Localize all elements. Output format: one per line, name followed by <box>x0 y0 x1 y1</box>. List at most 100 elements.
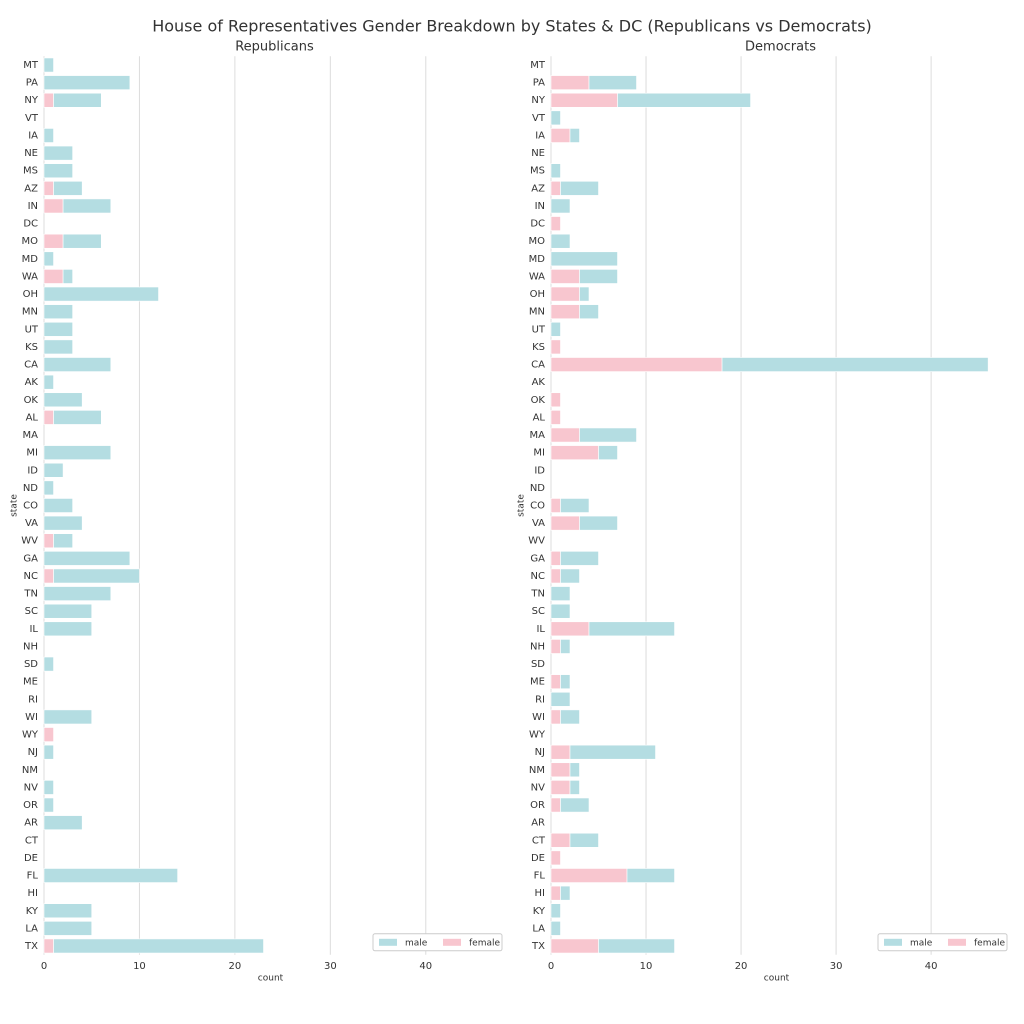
y-tick-label: WI <box>532 712 545 723</box>
x-tick-label: 40 <box>419 961 432 972</box>
bar <box>550 286 580 302</box>
bar <box>550 321 561 337</box>
y-tick-label: CO <box>530 501 545 512</box>
bar <box>569 128 580 143</box>
bar <box>43 921 93 936</box>
bar <box>550 762 571 778</box>
bar <box>43 75 131 90</box>
legend-box <box>877 933 1008 952</box>
bar <box>626 868 675 883</box>
y-tick-label: WY <box>22 730 39 741</box>
legend-swatch <box>948 938 966 946</box>
y-tick-label: HI <box>535 888 545 899</box>
bar <box>43 551 131 566</box>
y-tick-label: NH <box>530 641 545 652</box>
bar <box>43 269 64 284</box>
y-tick-label: DC <box>23 219 38 230</box>
bar <box>560 180 599 196</box>
bar <box>550 744 571 760</box>
y-tick-label: ID <box>27 465 38 476</box>
bar <box>43 533 54 549</box>
y-tick-label: WV <box>21 536 38 547</box>
bar <box>550 92 618 108</box>
y-tick-label: MT <box>23 60 39 71</box>
y-tick-label: MD <box>22 254 39 265</box>
y-tick-label: OK <box>24 395 39 406</box>
y-tick-label: OH <box>23 289 38 300</box>
y-tick-label: NV <box>531 782 545 793</box>
y-tick-label: NC <box>531 571 545 582</box>
bar <box>550 445 599 460</box>
bar <box>569 762 580 778</box>
bar <box>43 198 64 214</box>
y-tick-label: AL <box>26 412 39 423</box>
bar <box>560 885 571 901</box>
y-tick-label: FL <box>534 871 546 882</box>
y-tick-label: NH <box>23 641 38 652</box>
bar <box>43 180 54 196</box>
y-tick-label: IL <box>29 624 38 635</box>
bar <box>43 321 73 337</box>
panel-title: Democrats <box>745 40 816 55</box>
y-tick-label: IA <box>535 130 545 141</box>
y-tick-label: OK <box>531 395 546 406</box>
y-tick-label: OR <box>23 800 38 811</box>
figure-title: House of Representatives Gender Breakdow… <box>152 17 872 36</box>
bar <box>560 568 580 584</box>
bar <box>579 515 618 531</box>
x-tick-label: 20 <box>229 961 242 972</box>
y-tick-label: NY <box>24 95 38 106</box>
bar <box>598 938 675 954</box>
y-tick-label: WY <box>529 730 546 741</box>
y-tick-label: CO <box>23 501 38 512</box>
bar <box>550 709 561 725</box>
y-tick-label: HI <box>28 888 38 899</box>
y-tick-label: RI <box>28 694 38 705</box>
bar <box>43 410 54 425</box>
bar <box>53 410 102 425</box>
bar <box>53 568 140 584</box>
bar <box>550 427 580 443</box>
bar <box>550 832 571 848</box>
y-tick-label: NE <box>24 148 38 159</box>
y-tick-label: GA <box>23 553 38 564</box>
legend-box <box>372 933 503 952</box>
bar <box>550 780 571 795</box>
bar <box>43 709 93 725</box>
x-tick-label: 0 <box>548 961 554 972</box>
y-tick-label: MT <box>530 60 546 71</box>
bar <box>617 92 751 108</box>
y-tick-label: OR <box>530 800 545 811</box>
y-tick-label: SC <box>532 606 545 617</box>
y-tick-label: FL <box>27 871 39 882</box>
y-tick-label: ME <box>23 677 38 688</box>
y-tick-label: RI <box>535 694 545 705</box>
bar <box>550 797 561 813</box>
bar <box>43 903 93 919</box>
bar <box>43 145 73 161</box>
y-tick-label: MD <box>529 254 546 265</box>
bar <box>62 233 102 249</box>
y-tick-label: AK <box>532 377 546 388</box>
bar <box>550 621 590 637</box>
y-tick-label: TN <box>23 589 38 600</box>
bar <box>43 163 73 179</box>
bar <box>550 551 561 566</box>
bar <box>43 445 112 460</box>
bar <box>43 938 54 954</box>
bar <box>43 286 159 302</box>
y-tick-label: MO <box>529 236 546 247</box>
bar <box>560 709 580 725</box>
bar <box>43 57 54 73</box>
bar <box>43 128 54 143</box>
bar <box>550 938 599 954</box>
bar <box>550 921 561 936</box>
y-tick-label: MN <box>529 307 545 318</box>
bar <box>550 198 571 214</box>
y-tick-label: SD <box>24 659 38 670</box>
bar <box>43 392 83 408</box>
bar <box>550 180 561 196</box>
y-tick-label: LA <box>25 923 38 934</box>
y-tick-label: AR <box>24 818 38 829</box>
bar <box>550 885 561 901</box>
